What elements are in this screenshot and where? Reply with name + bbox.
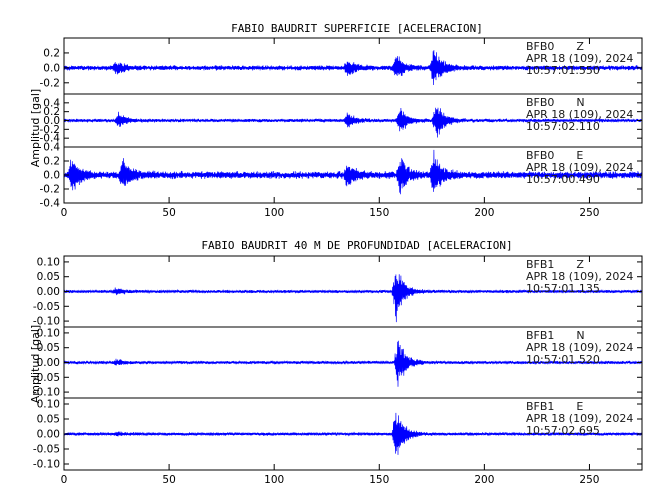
panel-title-surface: FABIO BAUDRIT SUPERFICIE [ACELERACION]: [231, 22, 483, 35]
y-tick-label: 0.0: [43, 170, 60, 182]
x-tick-label: 0: [61, 474, 68, 486]
y-tick-label: 0.00: [37, 286, 60, 298]
channel-code: E: [576, 400, 583, 413]
x-tick-label: 50: [162, 207, 175, 219]
station-channel-label: BFB1 N: [526, 329, 585, 342]
y-tick-label: 0.05: [37, 271, 60, 283]
waveform-bfb1-z: [63, 274, 643, 323]
y-axis-label-surface: Amplitud [gal]: [29, 89, 42, 167]
x-tick-label: 250: [579, 207, 599, 219]
x-tick-label: 50: [162, 474, 175, 486]
y-tick-label: 0.00: [37, 357, 60, 369]
x-tick-label: 150: [369, 474, 389, 486]
waveform-bfb0-n: [63, 107, 643, 138]
trace-date: APR 18 (109), 2024: [526, 161, 633, 174]
channel-code: Z: [576, 258, 584, 271]
y-tick-label: -0.05: [33, 372, 60, 384]
y-tick-label: -0.2: [40, 124, 61, 136]
station-code: BFB1: [526, 400, 554, 413]
y-tick-label: 0.05: [37, 414, 60, 426]
channel-code: N: [576, 329, 584, 342]
station-code: BFB1: [526, 258, 554, 271]
y-tick-label: -0.4: [40, 198, 61, 210]
y-axis-label-depth: Amplitud [gal]: [29, 325, 42, 403]
y-tick-label: 0.10: [37, 399, 60, 411]
station-channel-label: BFB1 E: [526, 400, 583, 413]
trace-date: APR 18 (109), 2024: [526, 341, 633, 354]
trace-date: APR 18 (109), 2024: [526, 412, 633, 425]
waveform-bfb1-n: [63, 340, 643, 387]
trace-date: APR 18 (109), 2024: [526, 270, 633, 283]
trace-start-time: 10:57:01.520: [526, 353, 600, 366]
x-tick-label: 250: [579, 474, 599, 486]
waveform-bfb0-e: [63, 149, 643, 195]
station-code: BFB0: [526, 149, 554, 162]
trace-start-time: 10:57:02.110: [526, 120, 600, 133]
x-tick-label: 100: [264, 474, 284, 486]
station-channel-label: BFB0 E: [526, 149, 583, 162]
y-tick-label: -0.05: [33, 444, 60, 456]
y-tick-label: 0.2: [43, 106, 60, 118]
traces-layer: [63, 50, 643, 455]
y-tick-label: 0.4: [43, 142, 60, 154]
x-tick-label: 200: [474, 207, 494, 219]
x-tick-label: 150: [369, 207, 389, 219]
y-tick-label: -0.2: [40, 184, 61, 196]
trace-start-time: 10:57:02.695: [526, 424, 600, 437]
waveform-bfb1-e: [63, 412, 643, 455]
station-channel-label: BFB0 N: [526, 96, 585, 109]
channel-code: N: [576, 96, 584, 109]
panel-title-depth: FABIO BAUDRIT 40 M DE PROFUNDIDAD [ACELE…: [201, 239, 512, 252]
trace-start-time: 10:57:01.550: [526, 64, 600, 77]
channel-code: E: [576, 149, 583, 162]
trace-start-time: 10:57:01.135: [526, 282, 600, 295]
y-tick-label: 0.05: [37, 342, 60, 354]
y-tick-label: -0.2: [40, 77, 61, 89]
channel-code: Z: [576, 40, 584, 53]
waveform-bfb0-z: [63, 50, 643, 86]
station-channel-label: BFB1 Z: [526, 258, 584, 271]
station-code: BFB0: [526, 96, 554, 109]
y-tick-label: 0.10: [37, 327, 60, 339]
y-tick-label: 0.00: [37, 429, 60, 441]
trace-date: APR 18 (109), 2024: [526, 108, 633, 121]
x-tick-label: 100: [264, 207, 284, 219]
station-code: BFB0: [526, 40, 554, 53]
x-tick-label: 200: [474, 474, 494, 486]
y-tick-label: -0.10: [33, 387, 60, 399]
y-tick-label: -0.10: [33, 316, 60, 328]
y-tick-label: 0.0: [43, 115, 60, 127]
y-tick-label: 0.10: [37, 256, 60, 268]
trace-start-time: 10:57:00.490: [526, 173, 600, 186]
y-tick-label: -0.05: [33, 301, 60, 313]
y-tick-label: 0.4: [43, 97, 60, 109]
y-tick-label: 0.2: [43, 47, 60, 59]
y-tick-label: 0.0: [43, 62, 60, 74]
y-tick-label: 0.2: [43, 156, 60, 168]
y-tick-label: -0.4: [40, 133, 61, 145]
y-tick-label: -0.10: [33, 459, 60, 471]
x-tick-label: 0: [61, 207, 68, 219]
station-channel-label: BFB0 Z: [526, 40, 584, 53]
trace-date: APR 18 (109), 2024: [526, 52, 633, 65]
station-code: BFB1: [526, 329, 554, 342]
